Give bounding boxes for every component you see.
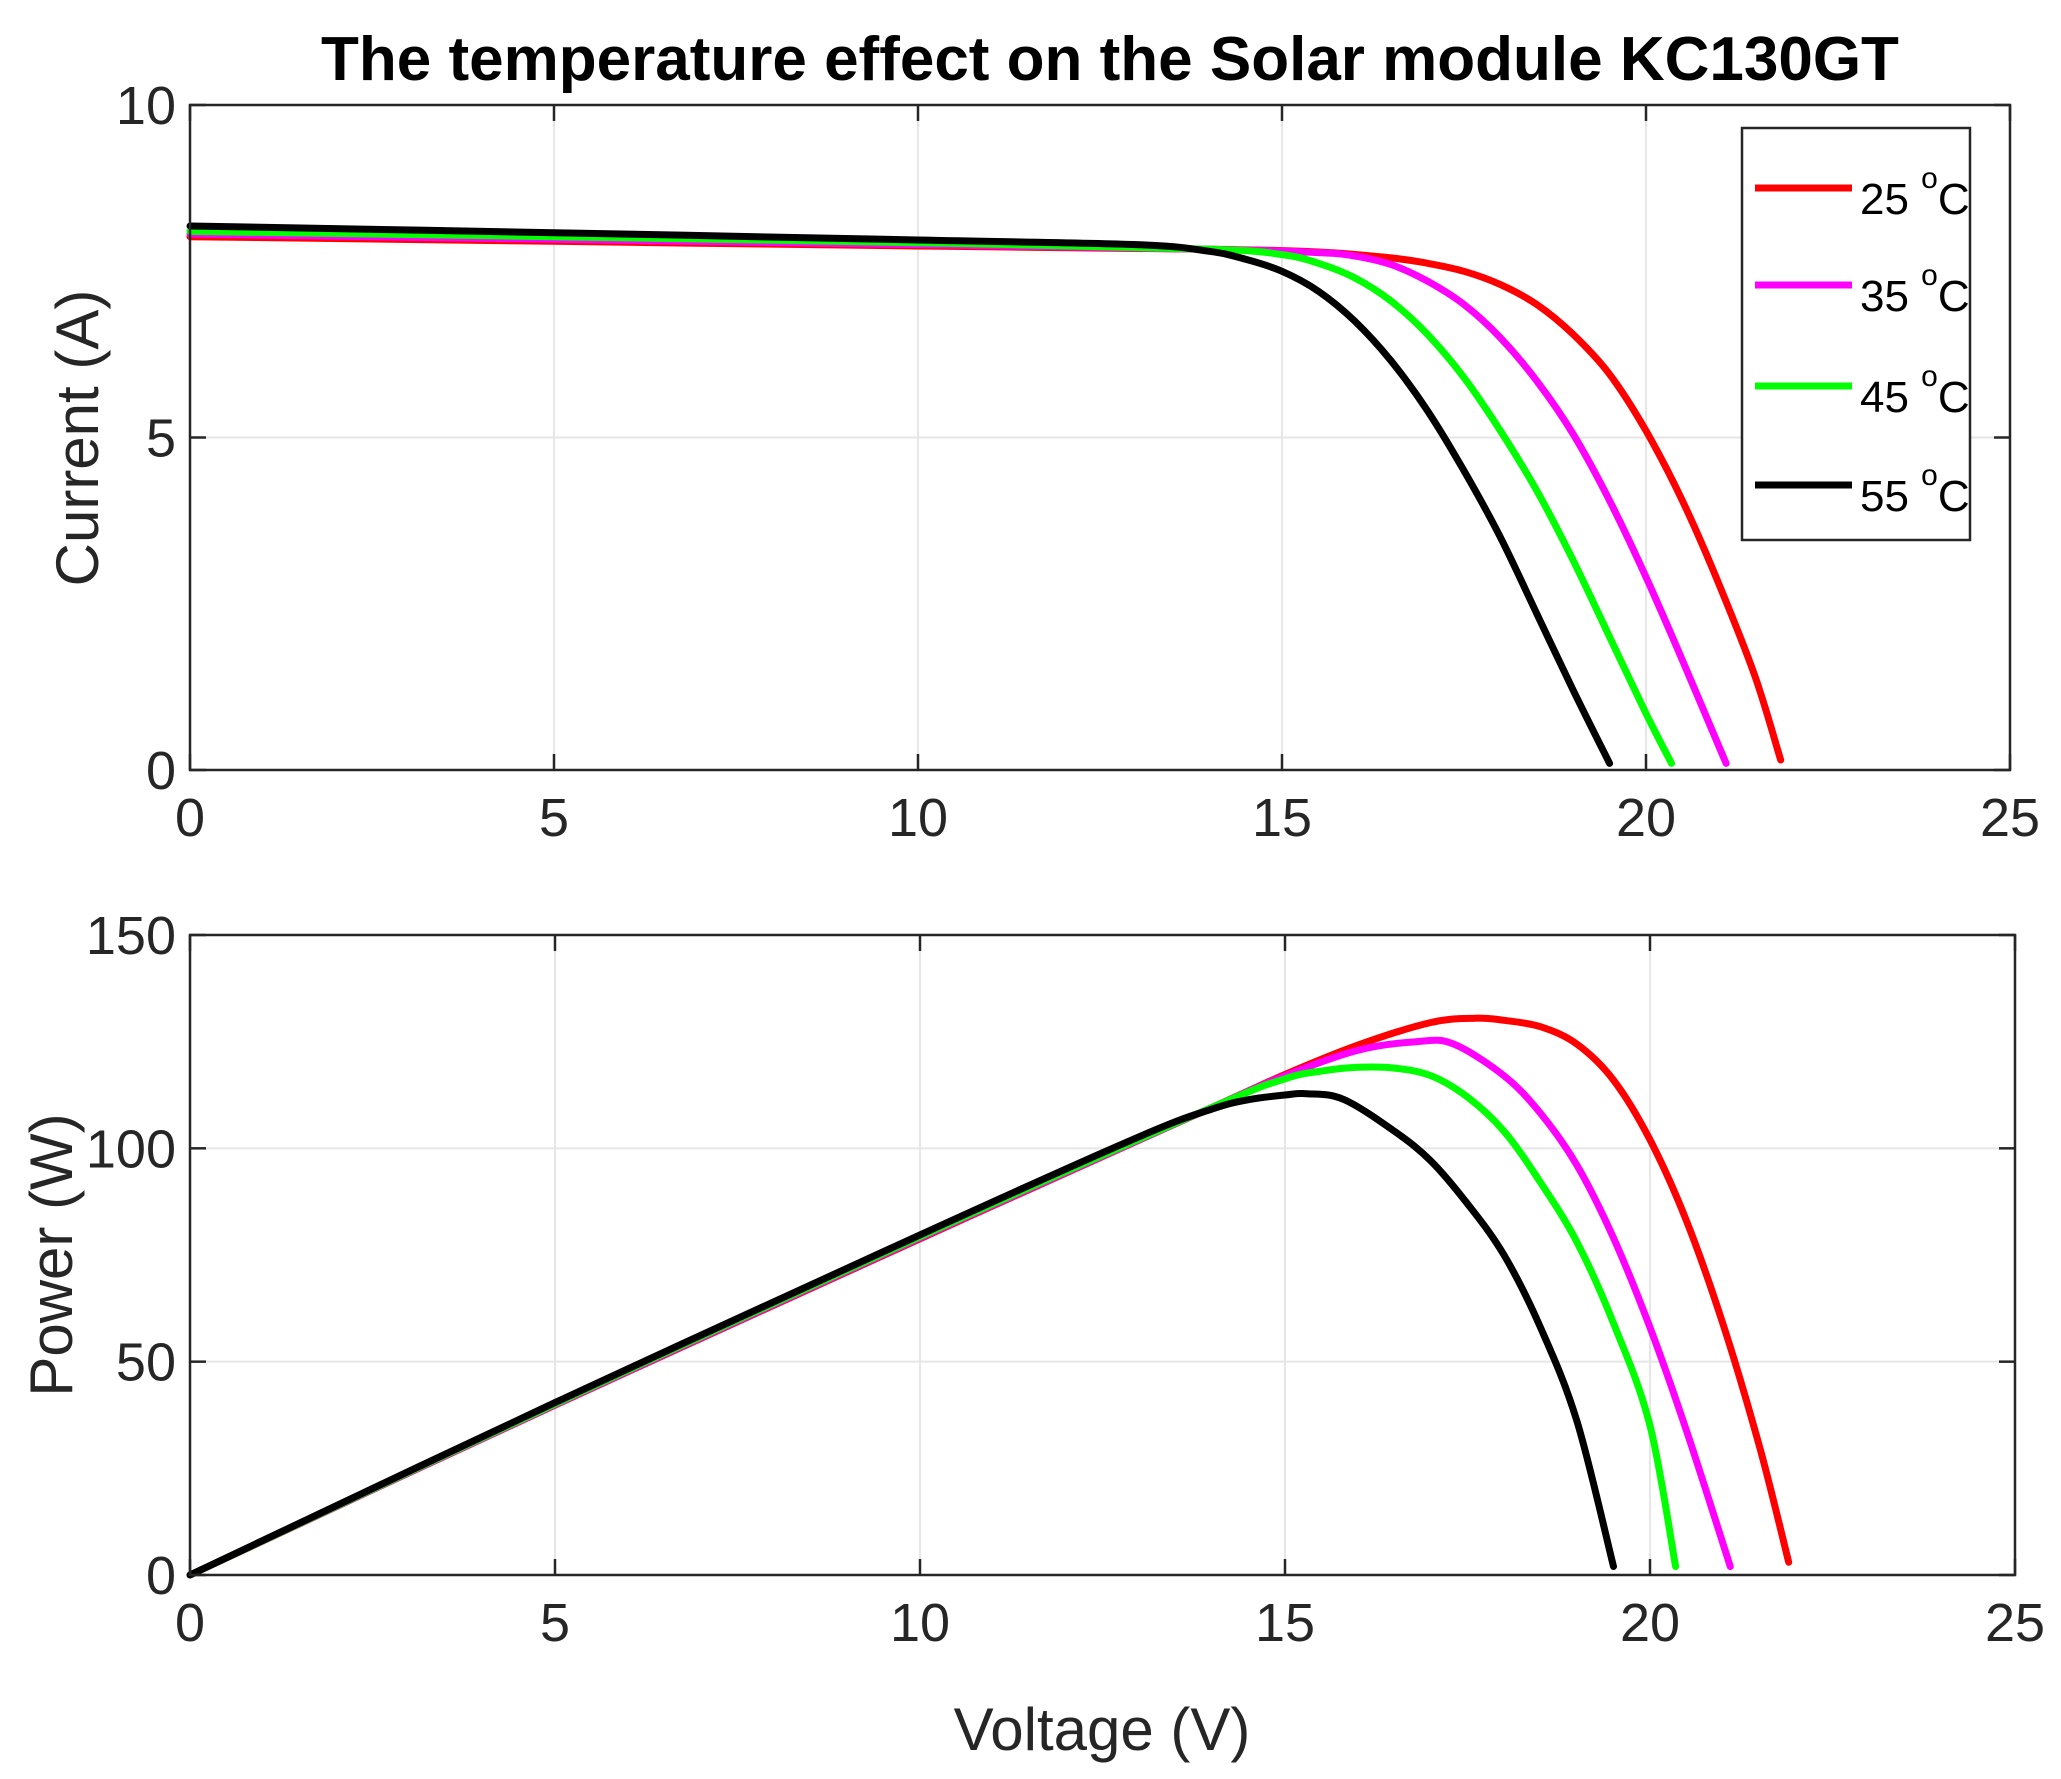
- power-axes-box: [188, 933, 2017, 1577]
- legend-label-35c: 35 oC: [1860, 259, 1970, 321]
- current-y-axis-label: Current (A): [44, 290, 111, 587]
- power-x-axis-label: Voltage (V): [954, 1696, 1251, 1763]
- legend-label-45c: 45 oC: [1860, 360, 1970, 422]
- current-series-45c: [186, 227, 1675, 767]
- power-x-tick-label: 0: [175, 1593, 205, 1653]
- power-series-35c: [186, 1036, 1734, 1579]
- power-series-45c: [186, 1063, 1680, 1579]
- power-y-tick-label: 100: [86, 1119, 176, 1179]
- chart-title: The temperature effect on the Solar modu…: [321, 25, 1899, 94]
- power-y-tick-label: 50: [116, 1333, 176, 1393]
- legend-label-25c: 25 oC: [1860, 162, 1970, 224]
- current-x-tick-label: 15: [1252, 788, 1312, 848]
- power-y-tick-label: 150: [86, 906, 176, 966]
- power-y-axis-label: Power (W): [18, 1113, 85, 1396]
- power-subplot: 0 5 10 15 20 25 0 50 100 150 Power (W) Voltage (V…: [18, 906, 2045, 1763]
- legend-entry-25c: 25 oC: [1755, 162, 1970, 224]
- legend-entry-55c: 55 oC: [1755, 459, 1970, 521]
- legend-box: [1740, 126, 1972, 542]
- power-y-tick-label: 0: [146, 1546, 176, 1606]
- current-x-tick-label: 5: [539, 788, 569, 848]
- current-series-35c: [186, 230, 1730, 767]
- current-series-55c: [186, 222, 1614, 767]
- power-series-25c: [186, 1014, 1793, 1579]
- current-subplot: 0 5 10 15 20 25 0 5 10 Current (A) 25 oC 35 oC 4…: [44, 76, 2040, 848]
- legend-label-55c: 55 oC: [1860, 459, 1970, 521]
- current-x-tick-label: 25: [1980, 788, 2040, 848]
- current-x-tick-label: 20: [1616, 788, 1676, 848]
- current-x-tick-label: 0: [175, 788, 205, 848]
- current-y-tick-label: 0: [146, 741, 176, 801]
- power-series-55c: [186, 1089, 1617, 1579]
- current-y-tick-label: 5: [146, 409, 176, 469]
- legend: 25 oC 35 oC 45 oC 55 oC: [1740, 126, 1972, 542]
- current-y-tick-label: 10: [116, 76, 176, 136]
- legend-entry-35c: 35 oC: [1755, 259, 1970, 321]
- power-x-tick-label: 15: [1255, 1593, 1315, 1653]
- power-x-tick-label: 5: [540, 1593, 570, 1653]
- legend-entry-45c: 45 oC: [1755, 360, 1970, 422]
- power-x-tick-label: 25: [1985, 1593, 2045, 1653]
- power-x-tick-label: 10: [890, 1593, 950, 1653]
- power-x-tick-label: 20: [1620, 1593, 1680, 1653]
- current-x-tick-label: 10: [888, 788, 948, 848]
